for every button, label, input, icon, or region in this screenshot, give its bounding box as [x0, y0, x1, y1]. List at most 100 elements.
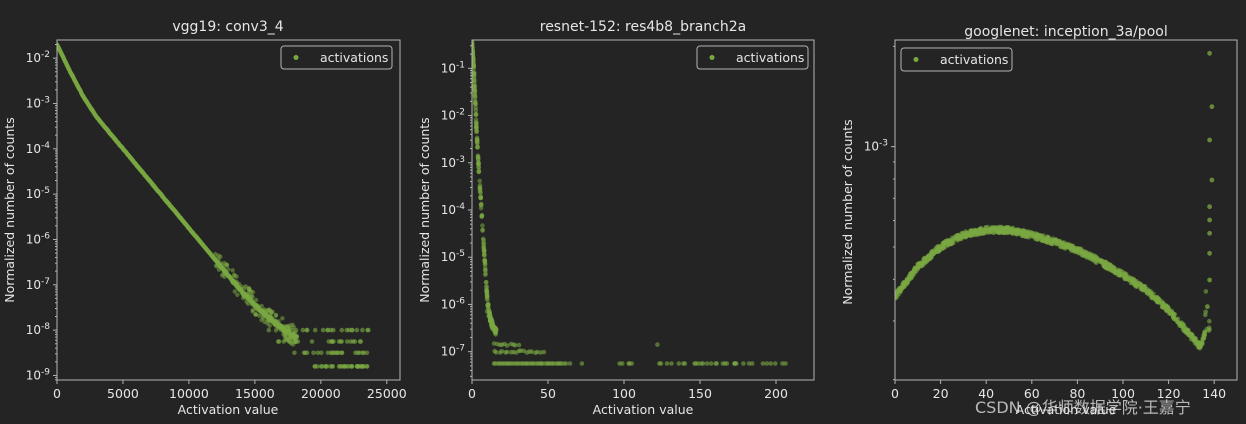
activation-point — [669, 361, 674, 366]
activation-point — [908, 271, 913, 276]
activation-point — [273, 319, 278, 324]
activation-point — [1203, 309, 1208, 315]
activation-point — [366, 327, 371, 333]
vgg19-points — [57, 42, 371, 369]
activation-point — [492, 329, 498, 335]
activation-point — [483, 279, 489, 285]
activation-point — [1207, 137, 1212, 143]
activation-point — [1036, 232, 1042, 238]
activation-point — [922, 257, 928, 262]
activation-point — [1146, 291, 1151, 296]
googlenet-title: googlenet: inception_3a/pool — [964, 24, 1167, 40]
activation-point — [472, 77, 477, 82]
x-tick-label: 120 — [1157, 386, 1181, 401]
activation-point — [312, 327, 318, 333]
activation-point — [1207, 250, 1212, 256]
activation-point — [339, 327, 345, 333]
activation-point — [315, 350, 321, 356]
activation-point — [997, 230, 1002, 235]
vgg19-ticks: 0 5000 10000 15000 20000 25000 10-2 10-3 10-4 10-… — [26, 43, 407, 401]
y-tick-label: 10-3 — [864, 139, 888, 154]
activation-point — [1122, 275, 1127, 280]
activation-point — [916, 261, 922, 267]
activation-point — [746, 361, 752, 366]
activation-point — [474, 120, 479, 126]
activation-point — [1070, 247, 1076, 252]
activation-point — [1209, 104, 1215, 110]
activation-point — [480, 223, 485, 228]
x-tick-label: 60 — [1024, 386, 1040, 401]
activation-point — [217, 264, 223, 269]
activation-point — [952, 235, 957, 241]
activation-point — [266, 327, 272, 333]
y-tick-label: 10-5 — [26, 186, 50, 201]
activation-point — [1021, 228, 1026, 234]
activation-point — [336, 339, 342, 344]
activation-point — [250, 308, 255, 313]
activation-point — [474, 129, 479, 135]
x-tick-label: 50 — [540, 386, 556, 401]
activation-point — [472, 93, 478, 99]
activation-point — [485, 297, 490, 303]
activation-point — [1150, 295, 1156, 301]
activation-point — [948, 241, 954, 246]
activation-point — [1004, 228, 1010, 234]
activation-point — [472, 57, 476, 62]
activation-point — [1207, 318, 1212, 324]
activation-point — [480, 228, 485, 233]
activation-point — [473, 105, 478, 110]
activation-point — [985, 224, 991, 230]
activation-point — [483, 267, 488, 273]
activation-point — [295, 339, 301, 344]
googlenet-legend[interactable]: activations — [900, 47, 1013, 72]
activation-point — [908, 276, 913, 281]
y-tick-label: 10-3 — [441, 155, 465, 170]
activation-point — [242, 293, 247, 298]
activation-point — [472, 41, 475, 47]
activation-point — [895, 295, 898, 301]
googlenet-legend-marker — [913, 57, 919, 62]
activation-point — [484, 309, 490, 314]
activation-point — [1083, 252, 1088, 257]
y-tick-label: 10-7 — [26, 277, 50, 292]
activation-point — [1076, 250, 1081, 256]
googlenet-y-label: Normalized number of counts — [840, 119, 855, 304]
activation-point — [357, 339, 363, 344]
x-tick-label: 80 — [1069, 386, 1085, 401]
activation-point — [259, 317, 264, 323]
vgg19-panel: 0 5000 10000 15000 20000 25000 10-2 10-3 10-4 10-… — [2, 19, 407, 417]
vgg19-legend[interactable]: activations — [280, 45, 393, 70]
activation-point — [484, 288, 490, 293]
activation-point — [493, 350, 499, 355]
activation-point — [1159, 298, 1164, 304]
activation-point — [931, 251, 936, 257]
activation-point — [350, 327, 355, 333]
activation-point — [664, 361, 670, 366]
activation-point — [1139, 284, 1144, 289]
activation-point — [221, 268, 226, 273]
activation-point — [320, 327, 326, 333]
activation-point — [349, 364, 355, 369]
activation-point — [999, 227, 1005, 232]
y-tick-label: 10-5 — [441, 249, 465, 264]
googlenet-axes-frame — [894, 39, 1238, 381]
activation-point — [482, 257, 488, 263]
activation-point — [244, 299, 249, 304]
activation-point — [213, 256, 218, 261]
activation-point — [700, 361, 706, 366]
activation-point — [482, 261, 488, 267]
activation-point — [339, 350, 345, 356]
activation-point — [732, 361, 737, 366]
activation-point — [477, 186, 483, 191]
activation-point — [267, 323, 272, 328]
activation-point — [354, 327, 360, 333]
x-tick-label: 5000 — [107, 386, 139, 401]
activation-point — [912, 271, 917, 276]
activation-point — [1104, 265, 1110, 271]
activation-point — [226, 267, 231, 272]
vgg19-title: vgg19: conv3_4 — [172, 19, 283, 35]
resnet-legend[interactable]: activations — [696, 45, 809, 70]
resnet-x-label: Activation value — [593, 402, 694, 417]
activation-point — [361, 350, 367, 356]
vgg19-y-label: Normalized number of counts — [2, 117, 17, 302]
